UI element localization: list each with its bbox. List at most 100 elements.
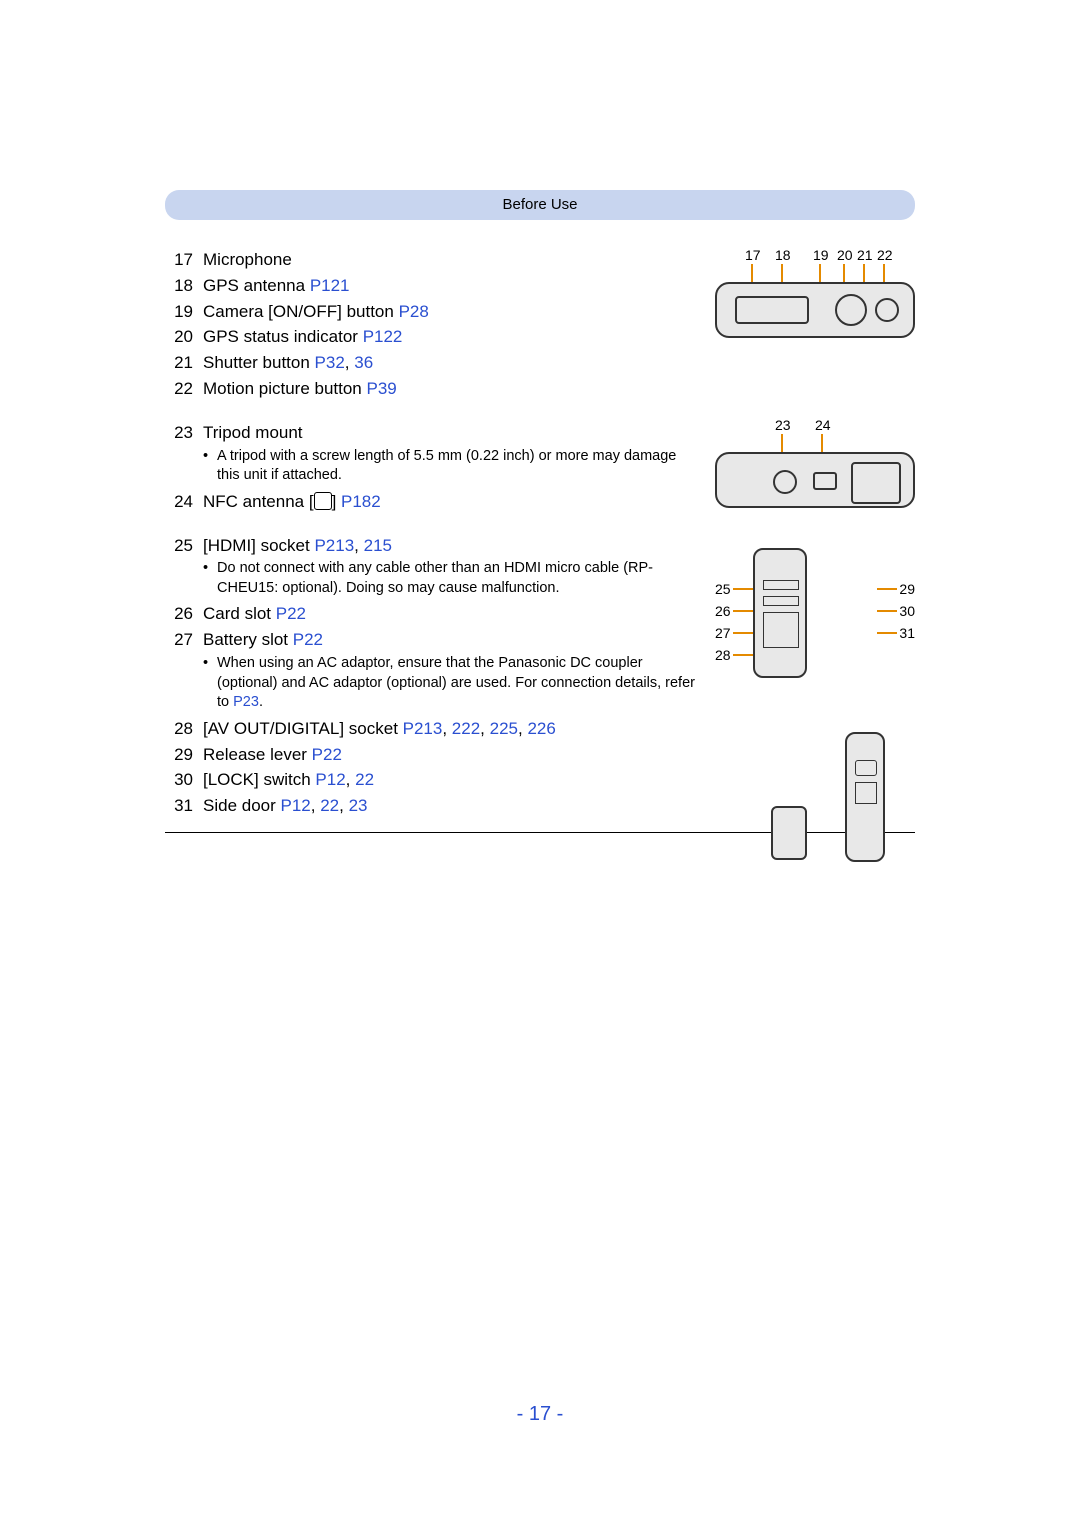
- callout-line: [733, 632, 753, 634]
- manual-page: Before Use 17 18 19 20 21 22 17 Microp: [0, 0, 1080, 1526]
- separator: ,: [354, 536, 363, 555]
- note-text: When using an AC adaptor, ensure that th…: [217, 655, 695, 710]
- separator: ,: [442, 719, 451, 738]
- callout-21: 21: [857, 246, 873, 266]
- callout-26: 26: [715, 602, 731, 622]
- item-number: 18: [165, 274, 203, 298]
- label-text: [AV OUT/DIGITAL] socket: [203, 719, 403, 738]
- label-text: NFC antenna [: [203, 492, 314, 511]
- callout-31: 31: [899, 624, 915, 644]
- separator: ,: [311, 796, 320, 815]
- page-ref-link[interactable]: P213: [314, 536, 354, 555]
- page-ref-link[interactable]: P12: [315, 770, 345, 789]
- list-item: 30 [LOCK] switch P12, 22: [165, 768, 915, 792]
- callout-line: [733, 610, 753, 612]
- page-ref-link[interactable]: P22: [312, 745, 342, 764]
- page-ref-link[interactable]: P22: [293, 630, 323, 649]
- callout-line: [781, 264, 783, 284]
- callout-18: 18: [775, 246, 791, 266]
- item-number: 22: [165, 377, 203, 401]
- callout-line: [821, 434, 823, 454]
- nfc-icon: [314, 492, 332, 510]
- callout-line: [877, 610, 897, 612]
- page-ref-link[interactable]: 22: [320, 796, 339, 815]
- label-text: Tripod mount: [203, 423, 303, 442]
- page-ref-link[interactable]: P121: [310, 276, 350, 295]
- label-text: [LOCK] switch: [203, 770, 315, 789]
- page-ref-link[interactable]: P32: [315, 353, 345, 372]
- callout-30: 30: [899, 602, 915, 622]
- page-ref-link[interactable]: 226: [527, 719, 555, 738]
- item-number: 20: [165, 325, 203, 349]
- item-number: 28: [165, 717, 203, 741]
- callout-28: 28: [715, 646, 731, 666]
- item-label: [LOCK] switch P12, 22: [203, 768, 915, 792]
- page-ref-link[interactable]: 225: [490, 719, 518, 738]
- callout-line: [863, 264, 865, 284]
- item-number: 29: [165, 743, 203, 767]
- page-ref-link[interactable]: P182: [341, 492, 381, 511]
- list-item: 29 Release lever P22: [165, 743, 915, 767]
- item-number: 26: [165, 602, 203, 626]
- page-ref-link[interactable]: P28: [399, 302, 429, 321]
- page-ref-link[interactable]: 36: [354, 353, 373, 372]
- callout-17: 17: [745, 246, 761, 266]
- callout-line: [733, 588, 753, 590]
- page-ref-link[interactable]: P213: [403, 719, 443, 738]
- page-ref-link[interactable]: 222: [452, 719, 480, 738]
- label-text: GPS status indicator: [203, 327, 363, 346]
- label-text: [HDMI] socket: [203, 536, 314, 555]
- callout-23: 23: [775, 416, 791, 436]
- item-number: 31: [165, 794, 203, 818]
- page-ref-link[interactable]: P122: [363, 327, 403, 346]
- list-item: 22 Motion picture button P39: [165, 377, 915, 401]
- callout-29: 29: [899, 580, 915, 600]
- callout-line: [751, 264, 753, 284]
- item-label: Release lever P22: [203, 743, 915, 767]
- page-ref-link[interactable]: P12: [281, 796, 311, 815]
- callout-20: 20: [837, 246, 853, 266]
- page-ref-link[interactable]: 215: [364, 536, 392, 555]
- page-ref-link[interactable]: P23: [233, 694, 259, 710]
- separator: ,: [339, 796, 348, 815]
- page-ref-link[interactable]: P39: [366, 379, 396, 398]
- item-note: A tripod with a screw length of 5.5 mm (…: [203, 447, 695, 486]
- label-text: Release lever: [203, 745, 312, 764]
- list-item: 21 Shutter button P32, 36: [165, 351, 915, 375]
- callout-22: 22: [877, 246, 893, 266]
- diagram-bottom-view: 23 24: [715, 418, 915, 518]
- page-number: - 17 -: [0, 1403, 1080, 1426]
- page-ref-link[interactable]: P22: [276, 604, 306, 623]
- callout-line: [843, 264, 845, 284]
- callout-line: [883, 264, 885, 284]
- item-label: Motion picture button P39: [203, 377, 915, 401]
- page-ref-link[interactable]: 22: [355, 770, 374, 789]
- content-area: 17 18 19 20 21 22 17 Microphone 18: [165, 248, 915, 833]
- label-text: GPS antenna: [203, 276, 310, 295]
- label-text: Card slot: [203, 604, 276, 623]
- item-number: 21: [165, 351, 203, 375]
- item-number: 27: [165, 628, 203, 652]
- item-note: When using an AC adaptor, ensure that th…: [203, 654, 695, 713]
- label-text: Battery slot: [203, 630, 293, 649]
- diagram-top-view: 17 18 19 20 21 22: [715, 248, 915, 348]
- label-text: Shutter button: [203, 353, 315, 372]
- callout-24: 24: [815, 416, 831, 436]
- callout-line: [733, 654, 753, 656]
- item-number: 19: [165, 300, 203, 324]
- item-number: 25: [165, 534, 203, 558]
- item-label: Shutter button P32, 36: [203, 351, 915, 375]
- diagram-side-door-view: 25 26 27 28 29 30 31: [715, 538, 915, 738]
- callout-19: 19: [813, 246, 829, 266]
- callout-line: [819, 264, 821, 284]
- label-text: Camera [ON/OFF] button: [203, 302, 399, 321]
- callout-line: [877, 632, 897, 634]
- item-number: 30: [165, 768, 203, 792]
- callout-line: [781, 434, 783, 454]
- item-number: 24: [165, 490, 203, 514]
- page-ref-link[interactable]: 23: [349, 796, 368, 815]
- item-label: Side door P12, 22, 23: [203, 794, 915, 818]
- label-text: Side door: [203, 796, 281, 815]
- callout-27: 27: [715, 624, 731, 644]
- item-number: 17: [165, 248, 203, 272]
